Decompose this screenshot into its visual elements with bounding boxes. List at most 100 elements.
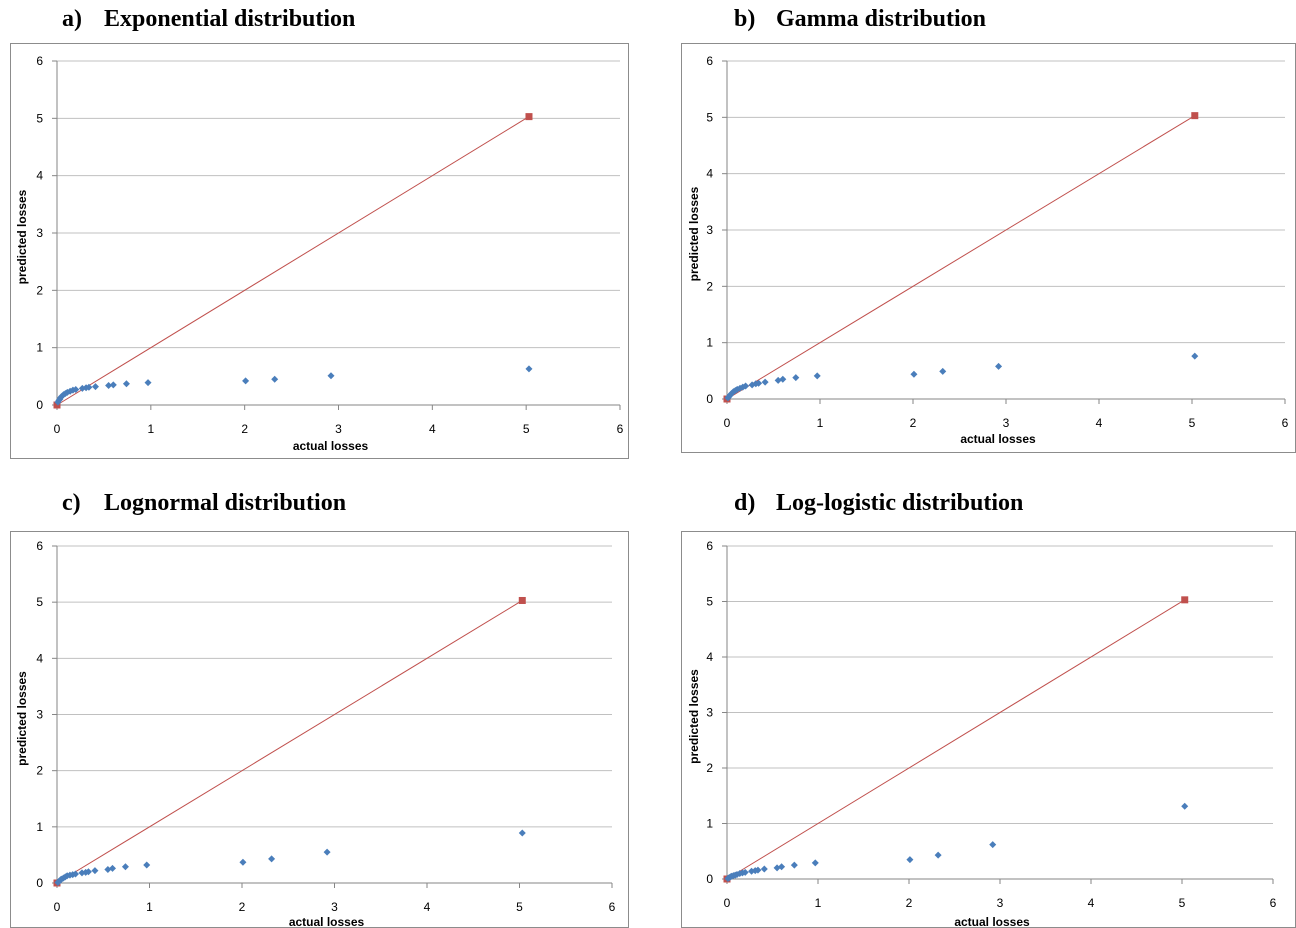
chart-frame-c: [10, 531, 629, 928]
data-point-a-22: [525, 365, 533, 373]
x-tick-b-2: 2: [910, 416, 917, 430]
panel-a-title: a) Exponential distribution: [62, 6, 355, 33]
y-tick-d-6: 6: [706, 539, 713, 553]
panel-c-letter: c): [62, 490, 81, 516]
y-axis-label-c: predicted losses: [15, 671, 29, 766]
data-point-c-18: [143, 861, 151, 869]
x-tick-b-3: 3: [1003, 416, 1010, 430]
x-tick-d-0: 0: [724, 896, 731, 910]
data-point-b-19: [910, 370, 918, 378]
data-point-d-16: [778, 863, 786, 871]
x-tick-d-5: 5: [1179, 896, 1186, 910]
y-tick-a-1: 1: [36, 341, 43, 355]
y-tick-d-4: 4: [706, 650, 713, 664]
data-point-a-13: [85, 383, 93, 391]
x-tick-a-2: 2: [241, 422, 248, 436]
data-point-a-15: [105, 382, 113, 390]
data-point-a-17: [122, 380, 130, 388]
data-point-b-22: [1191, 352, 1199, 360]
data-point-c-22: [518, 829, 526, 837]
data-point-d-21: [989, 841, 997, 849]
y-tick-c-4: 4: [36, 651, 43, 665]
x-axis-label-c: actual losses: [289, 915, 365, 928]
y-tick-b-3: 3: [706, 223, 713, 237]
data-point-a-16: [109, 381, 117, 389]
x-tick-c-0: 0: [54, 900, 61, 914]
reference-line-c: [56, 600, 523, 884]
x-tick-c-3: 3: [331, 900, 338, 914]
data-point-c-17: [121, 863, 129, 871]
data-point-d-20: [934, 851, 942, 859]
y-axis-label-b: predicted losses: [687, 186, 701, 281]
chart-frame-b: [681, 43, 1296, 453]
x-tick-b-4: 4: [1096, 416, 1103, 430]
x-tick-b-5: 5: [1189, 416, 1196, 430]
data-point-d-19: [906, 856, 914, 864]
y-axis-label-d: predicted losses: [687, 669, 701, 764]
y-tick-b-5: 5: [706, 110, 713, 124]
data-point-d-10: [741, 868, 749, 876]
x-axis-label-b: actual losses: [960, 432, 1036, 446]
chart-frame-a: [10, 43, 629, 459]
x-tick-c-2: 2: [239, 900, 246, 914]
y-tick-b-6: 6: [706, 54, 713, 68]
y-tick-c-6: 6: [36, 539, 43, 553]
x-tick-d-1: 1: [815, 896, 822, 910]
x-tick-a-6: 6: [617, 422, 624, 436]
reference-line-b: [726, 115, 1196, 400]
x-tick-c-5: 5: [516, 900, 523, 914]
x-tick-d-4: 4: [1088, 896, 1095, 910]
y-tick-b-4: 4: [706, 167, 713, 181]
x-tick-c-1: 1: [146, 900, 153, 914]
data-point-b-16: [779, 375, 787, 383]
x-tick-b-0: 0: [724, 416, 731, 430]
data-point-d-22: [1181, 802, 1189, 810]
panel-c-title: c) Lognormal distribution: [62, 490, 346, 517]
panel-b-name: Gamma distribution: [776, 6, 987, 32]
reference-marker-b-1: [1191, 112, 1199, 120]
data-point-a-14: [91, 383, 99, 391]
data-point-b-18: [813, 372, 821, 380]
data-point-b-17: [792, 374, 800, 382]
y-tick-d-5: 5: [706, 595, 713, 609]
data-point-c-13: [84, 868, 92, 876]
data-point-c-14: [91, 867, 99, 875]
y-tick-c-3: 3: [36, 708, 43, 722]
data-point-c-16: [109, 864, 116, 872]
y-tick-c-0: 0: [36, 876, 43, 890]
y-tick-b-2: 2: [706, 279, 713, 293]
data-point-a-10: [72, 386, 80, 394]
data-point-b-21: [995, 362, 1003, 370]
y-tick-d-2: 2: [706, 761, 713, 775]
reference-line-a: [56, 116, 530, 406]
y-tick-b-0: 0: [706, 392, 713, 406]
y-tick-a-2: 2: [36, 283, 43, 297]
panel-d-name: Log-logistic distribution: [776, 490, 1024, 516]
data-point-c-20: [268, 855, 276, 863]
reference-line-d: [726, 599, 1185, 880]
data-point-d-13: [754, 866, 762, 874]
y-tick-a-5: 5: [36, 111, 43, 125]
x-tick-b-1: 1: [817, 416, 824, 430]
x-tick-b-6: 6: [1282, 416, 1289, 430]
y-tick-d-0: 0: [706, 872, 713, 886]
reference-marker-a-1: [525, 113, 533, 121]
y-tick-c-5: 5: [36, 595, 43, 609]
x-tick-d-3: 3: [997, 896, 1004, 910]
reference-marker-d-1: [1181, 596, 1189, 604]
x-axis-label-d: actual losses: [954, 915, 1030, 928]
y-tick-a-3: 3: [36, 226, 43, 240]
data-point-a-18: [144, 379, 152, 387]
data-point-b-10: [742, 382, 750, 390]
panel-d-letter: d): [734, 490, 756, 516]
x-tick-d-2: 2: [906, 896, 913, 910]
x-tick-a-4: 4: [429, 422, 436, 436]
data-point-d-14: [760, 865, 768, 873]
y-tick-c-1: 1: [36, 820, 43, 834]
panel-c-name: Lognormal distribution: [104, 490, 347, 516]
data-point-c-10: [72, 870, 79, 878]
panel-b-letter: b): [734, 6, 756, 32]
data-point-a-21: [327, 372, 335, 380]
x-tick-a-3: 3: [335, 422, 342, 436]
data-point-c-15: [104, 866, 112, 874]
